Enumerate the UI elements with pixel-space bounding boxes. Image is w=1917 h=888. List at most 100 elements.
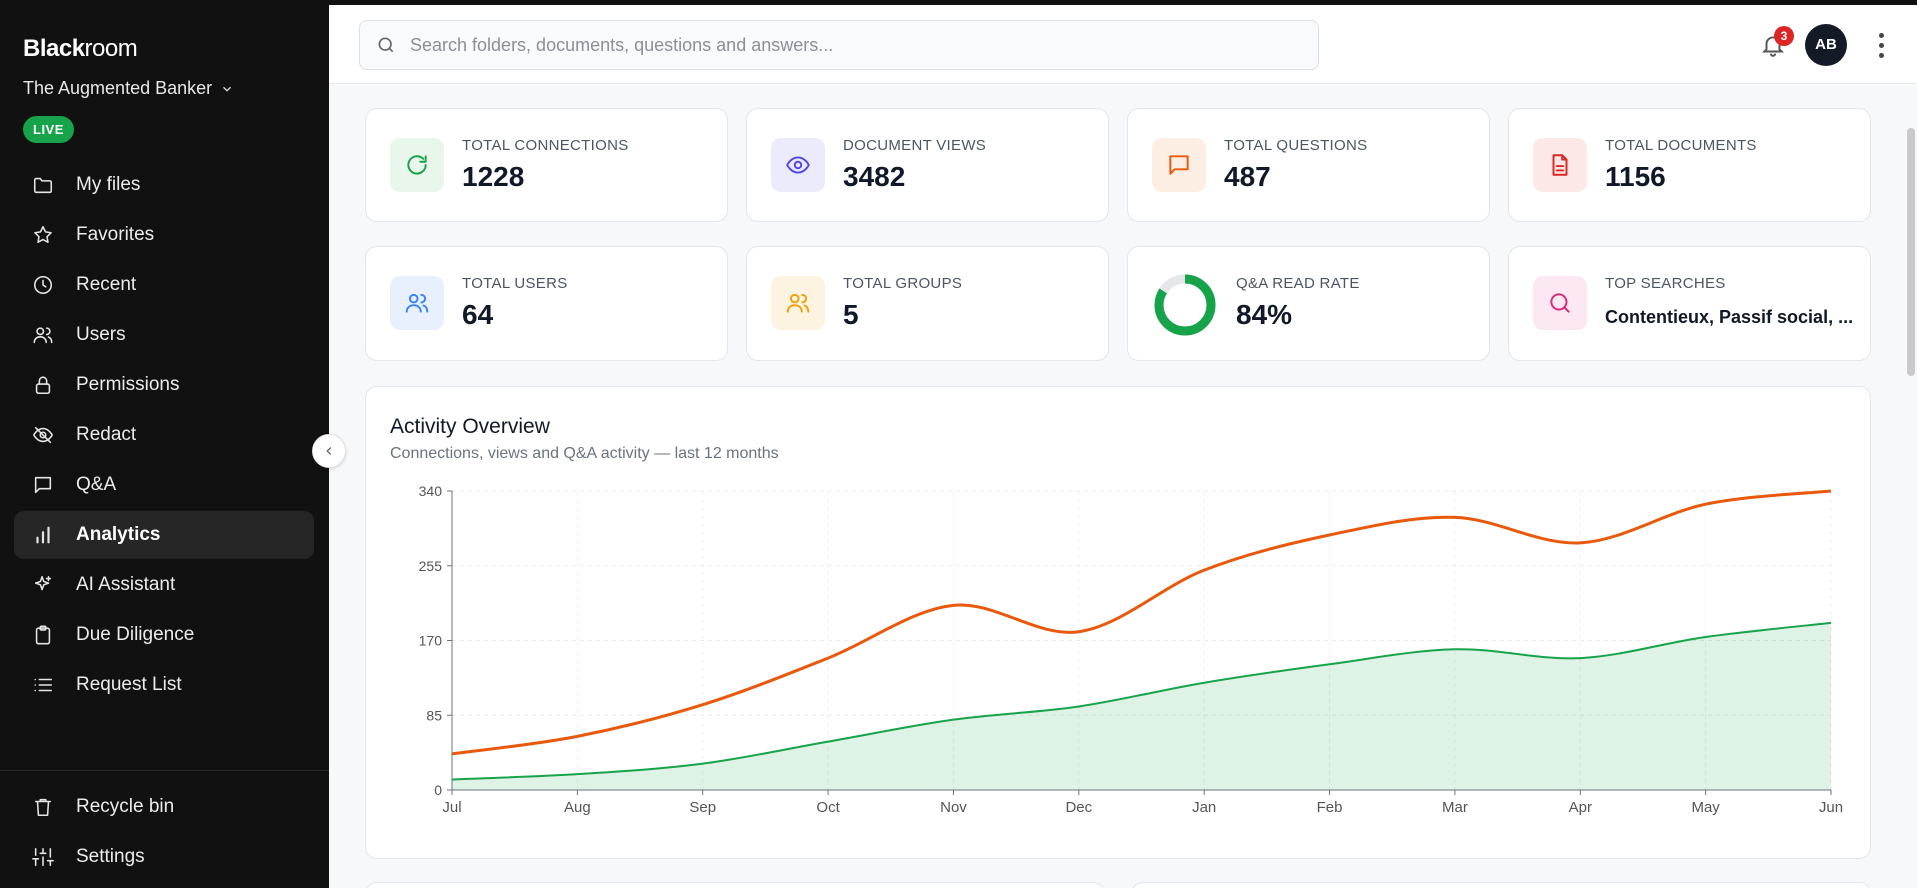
sidebar-item-permissions[interactable]: Permissions [14,361,314,409]
chart-subtitle: Connections, views and Q&A activity — la… [390,445,779,462]
stat-value: 487 [1224,161,1271,192]
x-tick-label: Feb [1317,799,1343,816]
search-box[interactable] [359,20,1319,70]
clock-icon [31,273,55,297]
sidebar: Blackroom The Augmented Banker LIVE My f… [0,0,329,888]
users-icon [771,276,825,330]
series-line [451,489,1832,756]
sidebar-item-recent[interactable]: Recent [14,261,314,309]
x-tick-label: Jan [1192,799,1216,816]
sidebar-item-due-diligence[interactable]: Due Diligence [14,611,314,659]
sidebar-item-ai-assistant[interactable]: AI Assistant [14,561,314,609]
workspace-name: The Augmented Banker [23,78,213,98]
sidebar-item-my-files[interactable]: My files [14,161,314,209]
dot-icon [1878,32,1884,38]
users-icon [390,276,444,330]
y-tick-label: 340 [419,483,443,499]
x-tick-label: Mar [1442,799,1468,816]
stat-value: 5 [843,299,859,330]
brand-logo[interactable]: Blackroom [23,35,138,62]
sidebar-item-redact[interactable]: Redact [14,411,314,459]
search-icon [1533,276,1587,330]
avatar[interactable]: AB [1805,24,1847,66]
stat-label: TOTAL DOCUMENTS [1605,137,1757,154]
stat-label: TOTAL USERS [462,275,568,292]
sidebar-item-qa[interactable]: Q&A [14,461,314,509]
sidebar-item-analytics[interactable]: Analytics [14,511,314,559]
stat-card-total-groups[interactable]: TOTAL GROUPS 5 [746,246,1109,361]
sidebar-item-favorites[interactable]: Favorites [14,211,314,259]
search-icon [378,37,394,53]
collapse-sidebar-button[interactable] [312,434,346,468]
x-tick-label: Jul [442,799,461,816]
top-bar: 3 AB [329,5,1917,84]
stat-value: 1228 [462,161,525,192]
lock-icon [31,373,55,397]
bar-chart-icon [31,523,55,547]
x-tick-label: Nov [940,799,967,816]
notification-count-badge: 3 [1774,26,1794,46]
sidebar-item-users[interactable]: Users [14,311,314,359]
stat-value: 64 [462,299,494,330]
folder-icon [31,173,55,197]
stat-card-total-documents[interactable]: TOTAL DOCUMENTS 1156 [1508,108,1871,222]
x-tick-label: Sep [689,799,716,816]
y-tick-label: 0 [434,782,442,798]
stat-label: TOTAL GROUPS [843,275,963,292]
list-icon [31,673,55,697]
stat-card-total-connections[interactable]: TOTAL CONNECTIONS 1228 [365,108,728,222]
workspace-selector[interactable]: The Augmented Banker [23,78,234,99]
sidebar-item-label: My files [76,174,141,195]
eye-off-icon [31,423,55,447]
search-input[interactable] [410,34,1290,56]
activity-chart: 0 85 170 255 340 Jul Aug Sep Oct Nov Dec Jan Feb Mar A… [419,483,1843,816]
stat-card-top-searches[interactable]: TOP SEARCHES Contentieux, Passif social,… [1508,246,1871,361]
stat-card-qa-read-rate[interactable]: Q&A READ RATE 84% [1127,246,1490,361]
sidebar-item-label: Q&A [76,474,117,495]
sliders-icon [31,845,55,869]
stat-label: TOTAL QUESTIONS [1224,137,1368,154]
file-icon [1533,138,1587,192]
stat-card-total-questions[interactable]: TOTAL QUESTIONS 487 [1127,108,1490,222]
dot-icon [1878,42,1884,48]
sidebar-item-label: Settings [76,846,145,867]
chart-title: Activity Overview [390,415,550,438]
sidebar-item-settings[interactable]: Settings [14,833,314,881]
stat-label: TOP SEARCHES [1605,275,1726,292]
x-tick-label: Apr [1569,799,1592,816]
sidebar-nav: My files Favorites Recent Users Permissi… [14,161,314,711]
chevron-down-icon [223,86,232,92]
activity-overview-card: Activity Overview Connections, views and… [365,386,1871,859]
message-icon [31,473,55,497]
more-options-button[interactable] [1873,30,1889,60]
x-tick-label: Aug [564,799,591,816]
next-card [1131,882,1871,888]
sidebar-item-label: Request List [76,674,182,695]
next-card [365,882,1105,888]
sidebar-item-label: Redact [76,424,137,445]
sidebar-item-request-list[interactable]: Request List [14,661,314,709]
y-tick-label: 85 [426,707,442,723]
sidebar-item-recycle-bin[interactable]: Recycle bin [14,783,314,831]
sidebar-item-label: Analytics [76,524,161,545]
x-tick-label: May [1691,799,1720,816]
status-badge: LIVE [23,116,74,143]
trash-icon [31,795,55,819]
series-line [451,621,1832,781]
stat-card-total-users[interactable]: TOTAL USERS 64 [365,246,728,361]
stat-label: Q&A READ RATE [1236,275,1360,292]
stat-value: 84% [1236,299,1293,330]
stat-label: TOTAL CONNECTIONS [462,137,629,154]
eye-icon [771,138,825,192]
donut-icon [1154,274,1216,336]
clipboard-icon [31,623,55,647]
y-tick-label: 255 [419,558,443,574]
stat-card-document-views[interactable]: DOCUMENT VIEWS 3482 [746,108,1109,222]
stat-label: DOCUMENT VIEWS [843,137,987,154]
users-icon [31,323,55,347]
scrollbar-thumb[interactable] [1907,128,1915,376]
sidebar-item-label: Recent [76,274,137,295]
x-tick-label: Oct [816,799,840,816]
sidebar-bottom-nav: Recycle bin Settings [14,783,314,883]
sidebar-divider [0,770,329,771]
